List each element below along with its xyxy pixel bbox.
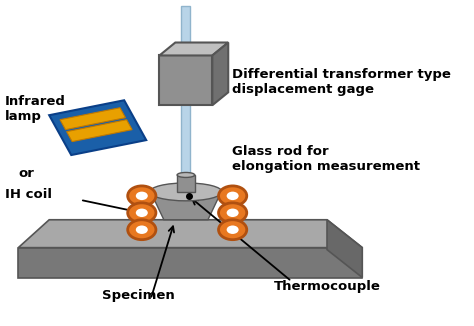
Ellipse shape [227, 209, 238, 217]
Text: Thermocouple: Thermocouple [274, 279, 381, 292]
Ellipse shape [136, 209, 148, 217]
Ellipse shape [227, 226, 238, 234]
Ellipse shape [136, 226, 148, 234]
Polygon shape [18, 220, 362, 248]
Text: IH coil: IH coil [5, 188, 52, 201]
Polygon shape [151, 192, 221, 220]
Text: Specimen: Specimen [102, 289, 175, 303]
Text: or: or [18, 167, 34, 180]
Ellipse shape [177, 172, 195, 177]
Text: Differential transformer type
displacement gage: Differential transformer type displaceme… [232, 68, 451, 96]
Polygon shape [49, 100, 146, 155]
Ellipse shape [219, 220, 247, 240]
Polygon shape [18, 248, 362, 277]
Ellipse shape [219, 203, 247, 223]
Text: Glass rod for
elongation measurement: Glass rod for elongation measurement [232, 145, 420, 173]
Polygon shape [177, 175, 195, 192]
Text: Infrared
lamp: Infrared lamp [5, 95, 66, 123]
Ellipse shape [128, 186, 156, 206]
Ellipse shape [227, 192, 238, 200]
Ellipse shape [128, 203, 156, 223]
Bar [182, 6, 190, 178]
Polygon shape [212, 42, 228, 105]
Polygon shape [159, 55, 212, 105]
Polygon shape [327, 220, 362, 277]
Ellipse shape [150, 183, 222, 201]
Ellipse shape [128, 220, 156, 240]
Polygon shape [159, 42, 228, 55]
Polygon shape [60, 108, 126, 130]
Ellipse shape [136, 192, 148, 200]
Polygon shape [67, 120, 132, 141]
Ellipse shape [219, 186, 247, 206]
